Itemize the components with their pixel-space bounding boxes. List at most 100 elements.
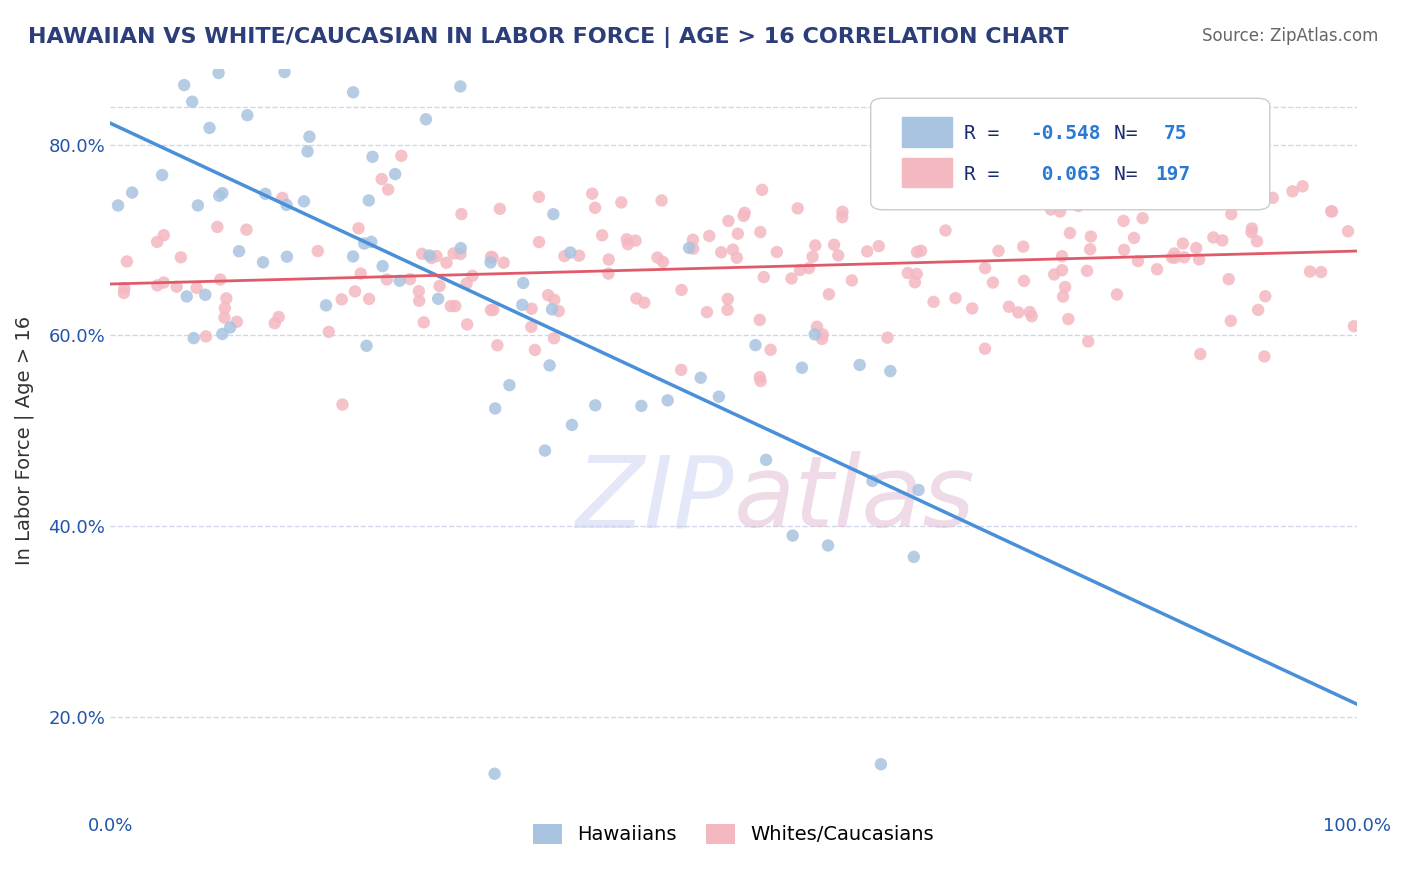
Point xyxy=(440,299,463,313)
Point xyxy=(408,284,430,298)
Point xyxy=(146,278,169,293)
Point xyxy=(112,281,135,295)
Point xyxy=(484,401,506,416)
Point xyxy=(806,319,828,334)
Point xyxy=(616,232,638,246)
Point xyxy=(399,272,422,286)
Point xyxy=(1043,268,1066,282)
Point xyxy=(449,247,471,261)
Point xyxy=(748,370,770,384)
Point xyxy=(357,194,380,208)
Point xyxy=(1080,229,1102,244)
Point xyxy=(436,256,458,270)
Point xyxy=(166,279,188,293)
Point xyxy=(765,245,787,260)
Point xyxy=(1299,264,1322,278)
Point xyxy=(1188,252,1211,267)
Point xyxy=(236,108,259,122)
Point xyxy=(273,65,295,79)
Point xyxy=(482,302,505,317)
Point xyxy=(415,112,437,127)
Point xyxy=(1123,231,1146,245)
Point xyxy=(1320,204,1343,219)
Point xyxy=(215,292,238,306)
Point xyxy=(624,234,647,248)
Point xyxy=(870,757,893,772)
Point xyxy=(1105,287,1128,301)
Point xyxy=(527,190,550,204)
Point xyxy=(868,239,890,253)
Point xyxy=(1161,251,1184,265)
Text: HAWAIIAN VS WHITE/CAUCASIAN IN LABOR FORCE | AGE > 16 CORRELATION CHART: HAWAIIAN VS WHITE/CAUCASIAN IN LABOR FOR… xyxy=(28,27,1069,48)
Point xyxy=(823,237,845,252)
Point xyxy=(121,186,143,200)
Point xyxy=(910,244,932,258)
Point xyxy=(841,273,863,287)
Text: R =: R = xyxy=(965,125,1011,144)
Point xyxy=(1036,173,1059,187)
Point xyxy=(811,332,834,346)
Point xyxy=(759,343,782,357)
Point xyxy=(1281,184,1303,198)
Point xyxy=(360,235,382,249)
Point xyxy=(1012,240,1035,254)
Point xyxy=(343,285,366,299)
Point xyxy=(1057,312,1080,326)
Point xyxy=(689,371,711,385)
Point xyxy=(897,266,920,280)
Point xyxy=(598,252,620,267)
Point xyxy=(856,244,879,259)
Point xyxy=(1132,211,1154,226)
Point xyxy=(332,398,354,412)
Point xyxy=(547,304,569,318)
Point xyxy=(214,301,236,315)
Point xyxy=(1167,154,1189,169)
Point xyxy=(479,303,502,318)
Point xyxy=(183,331,205,345)
Point xyxy=(377,183,399,197)
Point xyxy=(1126,254,1149,268)
Point xyxy=(905,244,928,259)
Point xyxy=(235,222,257,236)
Point xyxy=(804,238,827,252)
Point xyxy=(173,78,195,92)
Point xyxy=(1261,191,1284,205)
Point xyxy=(350,267,373,281)
Point xyxy=(583,201,606,215)
Point xyxy=(1211,233,1233,247)
Point xyxy=(1240,221,1263,235)
Point xyxy=(198,120,221,135)
Point xyxy=(1220,207,1243,221)
Point xyxy=(1219,314,1241,328)
Point xyxy=(1164,251,1187,265)
Point xyxy=(560,245,582,260)
Point xyxy=(1202,230,1225,244)
Point xyxy=(561,417,583,432)
Point xyxy=(298,129,321,144)
Point xyxy=(520,319,543,334)
Point xyxy=(318,325,340,339)
Point xyxy=(904,275,927,289)
Point xyxy=(879,364,901,378)
Point xyxy=(568,249,591,263)
Point xyxy=(1247,302,1270,317)
Point xyxy=(974,261,997,276)
Point xyxy=(211,326,233,341)
Point xyxy=(347,221,370,235)
Point xyxy=(342,249,364,263)
Point xyxy=(384,167,406,181)
Point xyxy=(541,302,564,317)
Point xyxy=(651,194,673,208)
Point xyxy=(152,228,174,243)
Point xyxy=(1185,241,1208,255)
Y-axis label: In Labor Force | Age > 16: In Labor Force | Age > 16 xyxy=(15,316,35,565)
Point xyxy=(1077,334,1099,349)
Point xyxy=(553,249,575,263)
Point xyxy=(412,315,434,329)
Point xyxy=(297,145,319,159)
Point xyxy=(682,242,704,256)
Point xyxy=(449,79,471,94)
Point xyxy=(307,244,329,258)
Point xyxy=(789,263,811,277)
Point xyxy=(146,235,169,249)
